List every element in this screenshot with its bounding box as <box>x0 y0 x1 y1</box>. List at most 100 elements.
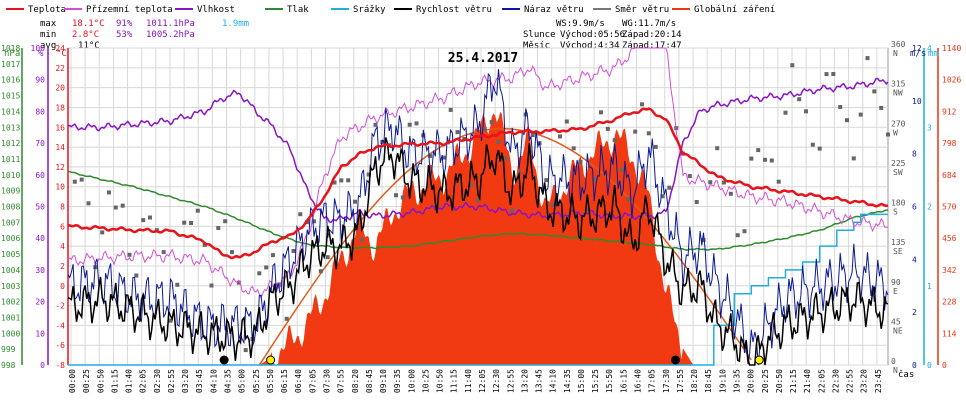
temperature-tick-label: 12 <box>55 163 65 172</box>
temperature-tick-label: 0 <box>60 282 65 291</box>
humidity-tick-label: 100 <box>31 44 46 53</box>
wind-direction-dot <box>482 127 487 132</box>
direction-tick-compass: N <box>893 366 898 375</box>
wind-direction-dot <box>72 179 77 184</box>
wind-direction-dot <box>517 170 521 175</box>
rain-unit: mm <box>928 49 939 59</box>
wind-direction-dot <box>831 72 836 76</box>
time-tick-label: 01:40 <box>125 369 134 393</box>
direction-tick-compass: E <box>893 287 898 296</box>
time-tick-label: 19:35 <box>732 369 741 393</box>
stats-avg-temp: 11°C <box>78 41 100 51</box>
pressure-tick-label: 1006 <box>1 234 20 243</box>
sunrise-marker <box>266 355 276 365</box>
time-tick-label: 23:20 <box>860 369 869 393</box>
pressure-tick-label: 1012 <box>1 139 20 148</box>
wind-direction-dot <box>168 318 173 323</box>
direction-tick-compass: N <box>893 49 898 58</box>
time-tick-label: 12:55 <box>506 369 515 393</box>
time-tick-label: 22:55 <box>846 369 855 393</box>
moonrise-marker <box>219 355 229 365</box>
time-tick-label: 08:45 <box>365 369 374 393</box>
time-tick-label: 15:25 <box>591 369 600 393</box>
direction-tick-compass: S <box>893 208 898 217</box>
time-tick-label: 10:50 <box>436 369 445 393</box>
time-tick-label: 11:40 <box>464 369 473 393</box>
wind-direction-dot <box>810 142 815 147</box>
time-tick-label: 13:45 <box>535 369 544 393</box>
humidity-line <box>67 77 889 224</box>
wind-speed-tick-label: 12 <box>912 44 922 53</box>
wind-direction-dot <box>373 122 378 127</box>
radiation-tick-label: 798 <box>942 139 957 148</box>
pressure-tick-label: 1017 <box>1 60 20 69</box>
wind-direction-dot <box>510 208 515 213</box>
wind-direction-dot <box>209 283 214 288</box>
time-tick-label: 14:35 <box>563 369 572 393</box>
wind-direction-dot <box>223 219 228 224</box>
time-tick-label: 22:30 <box>831 369 840 393</box>
time-tick-label: 15:50 <box>605 369 614 393</box>
chart-axes: hPa% °C m/s mm99899910001001100210031004100… <box>1 40 961 393</box>
wind-direction-dot <box>633 129 638 134</box>
wind-direction-dot <box>127 252 132 257</box>
temperature-tick-label: -4 <box>55 321 65 330</box>
wind-direction-dot <box>790 63 795 68</box>
stats-min-temp: 2.8°C <box>72 30 99 40</box>
stats-max-label: max <box>40 19 57 29</box>
wind-direction-dot <box>783 110 788 115</box>
wind-speed-unit: m/s <box>910 49 926 59</box>
wind-direction-dot <box>742 229 747 234</box>
pressure-tick-label: 1005 <box>1 250 20 259</box>
wind-direction-dot <box>230 250 234 255</box>
radiation-tick-label: 228 <box>942 298 957 307</box>
radiation-area <box>259 111 694 366</box>
moonset-time: Západ:17:47 <box>622 41 682 51</box>
wind-direction-dot <box>312 219 316 224</box>
wind-direction-dot <box>353 199 357 204</box>
rain-tick-label: 4 <box>927 44 932 53</box>
stats-max-temp: 18.1°C <box>72 19 105 29</box>
wind-direction-dot <box>735 233 740 238</box>
wind-direction-dot <box>134 273 139 278</box>
wind-direction-dot <box>817 146 822 151</box>
humidity-tick-label: 10 <box>35 329 45 338</box>
wind-direction-dot <box>195 208 200 213</box>
humidity-unit: % <box>38 49 44 59</box>
wind-direction-dot <box>858 112 863 117</box>
time-tick-label: 23:45 <box>874 369 883 393</box>
wind-direction-dot <box>86 201 91 206</box>
time-tick-label: 17:30 <box>662 369 671 393</box>
wind-direction-dot <box>653 144 658 149</box>
time-tick-label: 19:10 <box>718 369 727 393</box>
sun-label: Slunce <box>523 30 556 40</box>
wind-direction-dot <box>694 200 699 204</box>
humidity-tick-label: 40 <box>35 234 45 243</box>
pressure-unit: hPa <box>4 49 20 59</box>
legend-item-label: Teplota <box>28 5 66 15</box>
wind-direction-dot <box>776 179 781 184</box>
temperature-tick-label: 10 <box>55 183 65 192</box>
wind-direction-dot <box>886 132 890 137</box>
wind-direction-dot <box>175 282 180 287</box>
wind-direction-dot <box>318 269 323 274</box>
radiation-tick-label: 1026 <box>942 76 961 85</box>
wind-direction-dot <box>236 280 241 285</box>
pressure-tick-label: 1002 <box>1 298 20 307</box>
time-tick-label: 02:55 <box>167 369 176 393</box>
direction-tick-degrees: 45 <box>891 317 901 326</box>
wind-direction-dot <box>749 156 754 161</box>
temperature-tick-label: 8 <box>60 203 65 212</box>
wind-direction-dot <box>646 131 651 136</box>
wind-direction-dot <box>271 253 275 258</box>
time-tick-label: 04:35 <box>224 369 233 393</box>
pressure-tick-label: 1015 <box>1 92 20 101</box>
pressure-tick-label: 1013 <box>1 123 20 132</box>
pressure-tick-label: 999 <box>1 345 16 354</box>
rain-line <box>68 213 888 366</box>
wind-direction-dot <box>325 255 330 260</box>
pressure-tick-label: 1016 <box>1 76 20 85</box>
rain-tick-label: 2 <box>927 203 932 212</box>
wind-direction-dot <box>619 167 624 172</box>
time-tick-label: 03:20 <box>181 369 190 393</box>
